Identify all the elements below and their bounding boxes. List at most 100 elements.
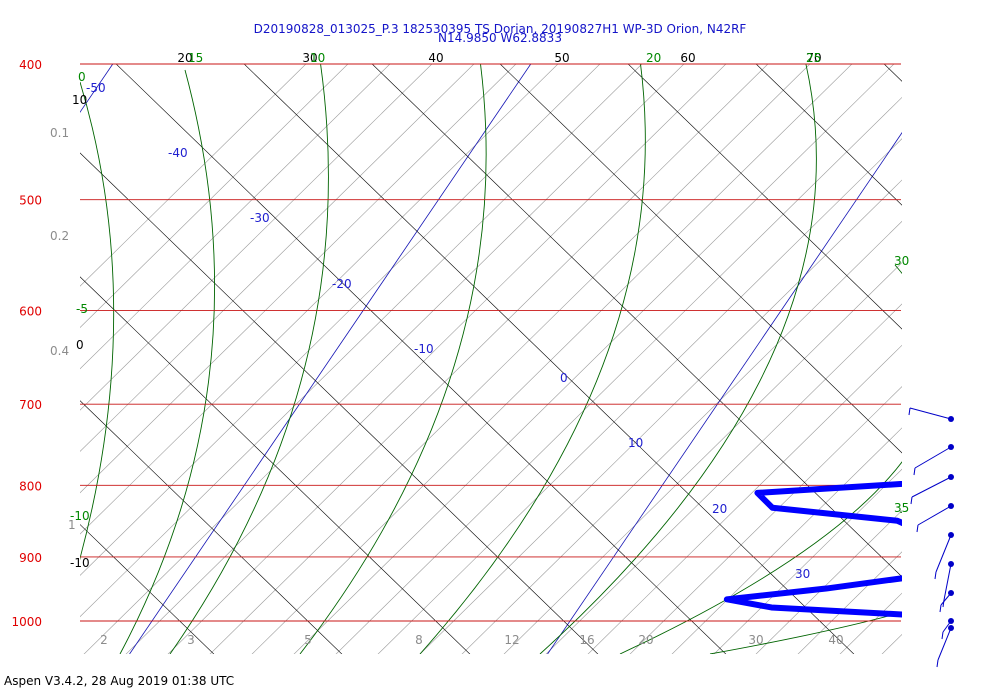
mixing-ratio-line bbox=[419, 179, 902, 654]
pressure-label: 900 bbox=[19, 551, 42, 565]
isotherm-label: -20 bbox=[332, 277, 352, 291]
mixing-ratio-line bbox=[80, 64, 475, 452]
mixing-ratio-line bbox=[80, 64, 601, 576]
pressure-label: 500 bbox=[19, 194, 42, 208]
wind-barb-dot bbox=[948, 618, 954, 624]
dewpoint-trace-point bbox=[994, 558, 998, 562]
wind-barb-dot bbox=[948, 625, 954, 631]
mixing-ratio-line bbox=[377, 138, 902, 654]
mixing-ratio-line bbox=[83, 64, 685, 654]
mixing-ratio-line bbox=[80, 64, 559, 535]
pressure-label: 800 bbox=[19, 479, 42, 493]
wind-barb-flag bbox=[910, 496, 913, 505]
chart-title: D20190828_013025_P.3 182530395 TS Dorian… bbox=[253, 22, 747, 36]
dewpoint-trace-point bbox=[960, 547, 964, 551]
moist-adiabat-line bbox=[299, 64, 487, 654]
mixing-ratio-line bbox=[545, 303, 902, 654]
mixing-ratio-label: 40 bbox=[828, 633, 843, 647]
mixing-ratio-line bbox=[629, 386, 902, 654]
mixing-ratio-line bbox=[125, 64, 727, 654]
isotherm-label: -10 bbox=[414, 342, 434, 356]
wind-barb-staff bbox=[911, 476, 952, 498]
moist-adiabat-label: 20 bbox=[646, 51, 661, 65]
top-axis-label: 70 bbox=[806, 51, 821, 65]
mixing-ratio-line bbox=[587, 344, 902, 654]
mixing-ratio-label: 5 bbox=[304, 633, 312, 647]
dry-adiabat-label: 10 bbox=[72, 93, 87, 107]
wind-barb-dot bbox=[948, 590, 954, 596]
moist-adiabat-line bbox=[709, 511, 902, 654]
wind-barb-dot bbox=[948, 416, 954, 422]
mixing-ratio-line bbox=[839, 592, 902, 654]
mixing-ratio-line bbox=[80, 64, 517, 494]
dewpoint-trace-point bbox=[770, 505, 775, 510]
mixing-ratio-line bbox=[335, 96, 902, 654]
dry-adiabat-line bbox=[755, 64, 902, 206]
dewpoint-trace-point bbox=[824, 586, 829, 591]
mixing-ratio-line bbox=[671, 427, 902, 654]
mixing-ratio-line bbox=[461, 220, 902, 654]
isotherm-label: -40 bbox=[168, 146, 188, 160]
pressure-label: 700 bbox=[19, 398, 42, 412]
mixing-ratio-line bbox=[251, 64, 853, 654]
dry-adiabat-line bbox=[80, 524, 215, 654]
isotherm-line bbox=[80, 64, 114, 113]
mixing-ratio-line bbox=[713, 468, 902, 654]
moist-adiabat-line bbox=[419, 64, 646, 654]
moist-adiabat-label: 30 bbox=[894, 254, 909, 268]
wind-barb-flag bbox=[913, 467, 916, 476]
moist-adiabat-line bbox=[539, 64, 817, 654]
mixing-ratio-line bbox=[797, 551, 902, 654]
moist-adiabat-label: 15 bbox=[188, 51, 203, 65]
wind-barb-staff bbox=[909, 407, 952, 420]
mixing-ratio-line bbox=[293, 64, 895, 654]
pressure-label: 400 bbox=[19, 58, 42, 72]
dewpoint-trace-point bbox=[769, 605, 774, 610]
dry-adiabat-line bbox=[80, 400, 343, 654]
wind-barb-flag bbox=[934, 571, 937, 580]
wind-barb-flag bbox=[908, 407, 911, 416]
pressure-label: 600 bbox=[19, 304, 42, 318]
wind-barb-dot bbox=[948, 561, 954, 567]
dry-adiabat-label: -10 bbox=[70, 556, 90, 570]
moist-adiabat-label: -5 bbox=[76, 302, 88, 316]
moist-adiabat-line bbox=[80, 81, 115, 560]
mixing-ratio-label: 20 bbox=[638, 633, 653, 647]
height-label: 1 bbox=[68, 518, 76, 532]
isotherm-line bbox=[129, 64, 532, 654]
mixing-ratio-line bbox=[960, 60, 1000, 660]
dewpoint-trace-point bbox=[931, 614, 935, 618]
top-axis-label: 40 bbox=[428, 51, 443, 65]
mixing-ratio-line bbox=[80, 64, 433, 411]
dry-adiabat-line bbox=[499, 64, 902, 454]
dewpoint-trace-point bbox=[895, 518, 900, 523]
dewpoint-trace-point bbox=[724, 597, 729, 602]
mixing-ratio-line bbox=[918, 60, 1000, 660]
wind-barb-dot bbox=[948, 503, 954, 509]
wind-barb-dot bbox=[948, 444, 954, 450]
wind-barb-staff bbox=[937, 627, 952, 661]
isotherm-label: -50 bbox=[86, 81, 106, 95]
mixing-ratio-line bbox=[755, 510, 902, 654]
dry-adiabat-line bbox=[80, 276, 471, 654]
dewpoint-trace bbox=[723, 480, 902, 618]
dry-adiabat-line bbox=[80, 152, 599, 654]
mixing-ratio-label: 8 bbox=[415, 633, 423, 647]
dewpoint-trace-point bbox=[927, 533, 931, 537]
mixing-ratio-line bbox=[503, 262, 902, 654]
mixing-ratio-line bbox=[80, 64, 349, 328]
top-axis-label: 60 bbox=[680, 51, 695, 65]
moist-adiabat-label: -10 bbox=[70, 509, 90, 523]
mixing-ratio-label: 16 bbox=[579, 633, 594, 647]
isotherm-label: 20 bbox=[712, 502, 727, 516]
dry-adiabat-line bbox=[371, 64, 902, 578]
wind-barb-dot bbox=[948, 532, 954, 538]
mixing-ratio-line bbox=[80, 64, 391, 370]
height-label: 0.2 bbox=[50, 229, 69, 243]
height-label: 0.4 bbox=[50, 344, 69, 358]
dewpoint-trace-point bbox=[755, 490, 760, 495]
wind-barb-staff bbox=[935, 534, 952, 573]
mixing-ratio-label: 2 bbox=[100, 633, 108, 647]
dry-adiabat-line bbox=[883, 64, 902, 82]
